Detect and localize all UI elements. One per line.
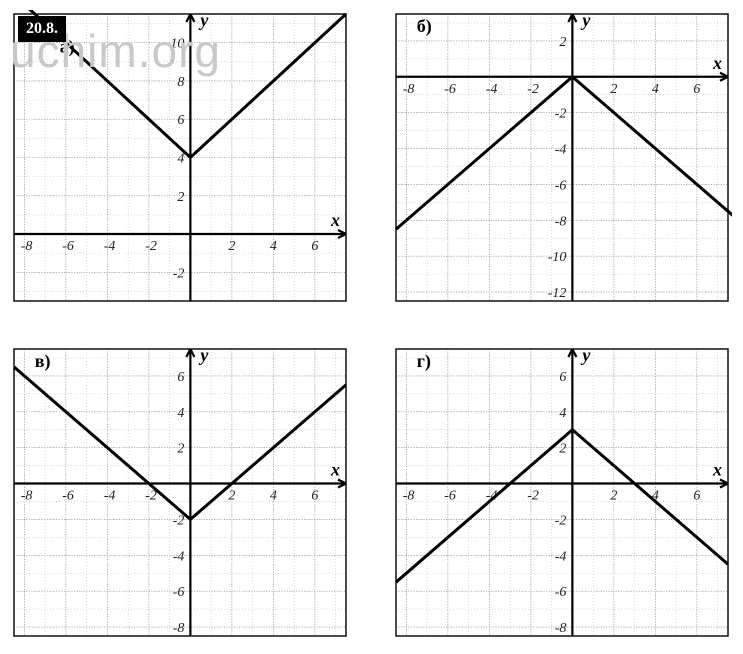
y-tick-label: 6 xyxy=(559,370,566,385)
x-tick-label: -4 xyxy=(104,239,116,254)
x-tick-label: -2 xyxy=(527,489,539,504)
panel-label-b: б) xyxy=(416,16,431,37)
chart-svg-c: -8-6-4-2246246-2-4-6-8xyв) xyxy=(10,345,350,640)
y-tick-label: 4 xyxy=(559,406,566,421)
x-tick-label: 6 xyxy=(693,82,700,97)
y-tick-label: 2 xyxy=(177,442,184,457)
x-tick-label: -6 xyxy=(444,82,456,97)
x-tick-label: -8 xyxy=(402,489,414,504)
x-axis-label: x xyxy=(330,460,340,480)
y-tick-label: 10 xyxy=(170,37,184,52)
y-tick-label: -6 xyxy=(173,585,185,600)
y-tick-label: 2 xyxy=(559,35,566,50)
y-tick-label: 6 xyxy=(177,370,184,385)
y-tick-label: -8 xyxy=(554,621,566,636)
chart-c: -8-6-4-2246246-2-4-6-8xyв) xyxy=(10,345,350,640)
x-tick-label: -2 xyxy=(145,239,157,254)
x-tick-label: -4 xyxy=(485,82,497,97)
y-tick-label: -4 xyxy=(554,143,566,158)
y-tick-label: -8 xyxy=(173,621,185,636)
x-tick-label: 2 xyxy=(228,489,235,504)
x-tick-label: -6 xyxy=(444,489,456,504)
panel-label-d: г) xyxy=(416,351,430,372)
x-tick-label: -8 xyxy=(21,239,33,254)
x-axis-label: x xyxy=(712,53,722,73)
problem-number: 20.8. xyxy=(18,16,66,42)
x-tick-label: -8 xyxy=(402,82,414,97)
chart-svg-b: -8 -6 -4 -2 2 4 6 2 -2 -4 -6 -8 -10 -12 x y б) xyxy=(392,10,732,305)
y-tick-label: 2 xyxy=(177,190,184,205)
y-axis-label: y xyxy=(580,345,591,365)
y-tick-label: 4 xyxy=(177,152,184,167)
y-tick-label: -8 xyxy=(554,214,566,229)
y-tick-label: -6 xyxy=(554,585,566,600)
x-tick-label: 6 xyxy=(693,489,700,504)
y-axis-label: y xyxy=(198,345,209,365)
y-tick-label: 8 xyxy=(177,75,184,90)
y-tick-label: 6 xyxy=(177,113,184,128)
y-tick-label: -12 xyxy=(547,286,566,301)
y-tick-label: -4 xyxy=(173,549,185,564)
y-axis-label: y xyxy=(198,10,209,30)
chart-svg-a: -8-6-4-2246246810-2xyа) xyxy=(10,10,350,305)
x-tick-label: 2 xyxy=(610,489,617,504)
panel-label-c: в) xyxy=(35,351,51,372)
chart-d: -8-6-4-2246246-2-4-6-8xyг) xyxy=(392,345,732,640)
x-tick-label: -6 xyxy=(62,489,74,504)
x-tick-label: 6 xyxy=(311,239,318,254)
x-tick-label: -2 xyxy=(527,82,539,97)
x-tick-label: 2 xyxy=(228,239,235,254)
x-axis-label: x xyxy=(330,210,340,230)
x-tick-label: 4 xyxy=(270,239,277,254)
y-tick-label: 4 xyxy=(177,406,184,421)
x-tick-label: 4 xyxy=(270,489,277,504)
x-tick-label: -6 xyxy=(62,239,74,254)
x-tick-label: 4 xyxy=(651,82,658,97)
chart-a: 20.8.-8-6-4-2246246810-2xyа) xyxy=(10,10,350,305)
x-tick-label: -8 xyxy=(21,489,33,504)
x-axis-label: x xyxy=(712,460,722,480)
y-axis-label: y xyxy=(580,10,591,30)
x-tick-label: 6 xyxy=(311,489,318,504)
chart-b: -8 -6 -4 -2 2 4 6 2 -2 -4 -6 -8 -10 -12 x y б) xyxy=(392,10,732,305)
charts-grid: uchim.org 20.8.-8-6-4-2246246810-2xyа)-8… xyxy=(10,10,733,640)
chart-svg-d: -8-6-4-2246246-2-4-6-8xyг) xyxy=(392,345,732,640)
y-tick-label: -2 xyxy=(554,107,566,122)
y-tick-label: -2 xyxy=(173,266,185,281)
y-tick-label: -4 xyxy=(554,549,566,564)
y-tick-label: -6 xyxy=(554,178,566,193)
y-tick-label: -2 xyxy=(554,513,566,528)
y-tick-label: 2 xyxy=(559,442,566,457)
x-tick-label: 2 xyxy=(610,82,617,97)
y-tick-label: -2 xyxy=(173,513,185,528)
x-tick-label: -4 xyxy=(104,489,116,504)
y-tick-label: -10 xyxy=(547,250,566,265)
